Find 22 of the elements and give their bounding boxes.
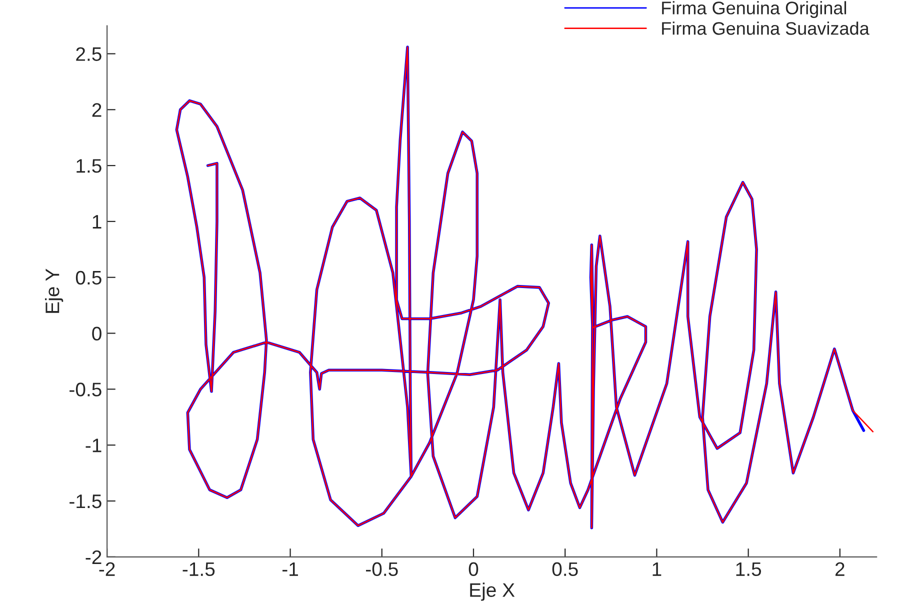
y-tick-label: -1 xyxy=(86,438,102,452)
y-tick-label: 0.5 xyxy=(76,270,102,285)
x-tick-label: 2 xyxy=(836,562,844,576)
y-tick-label: 2 xyxy=(92,103,102,117)
y-tick-label: 2.5 xyxy=(76,47,102,61)
y-tick-label: -0.5 xyxy=(70,382,102,396)
legend-label: Firma Genuina Suavizada xyxy=(662,22,870,35)
x-tick-label: 0 xyxy=(468,562,478,576)
x-tick-label: -0.5 xyxy=(366,562,398,576)
y-tick-label: -2 xyxy=(86,550,102,564)
x-tick-label: -1 xyxy=(282,562,298,576)
x-axis-title: Eje X xyxy=(470,582,515,601)
y-axis-title: Eje Y xyxy=(45,268,64,313)
x-tick-label: 0.5 xyxy=(552,562,578,576)
y-tick-label: 1 xyxy=(92,215,102,229)
x-tick-label: -1.5 xyxy=(182,562,215,576)
x-tick-label: 1 xyxy=(652,562,662,576)
y-tick-label: 1.5 xyxy=(76,159,102,173)
legend-label: Firma Genuina Original xyxy=(662,1,846,18)
y-tick-label: 0 xyxy=(92,326,102,341)
x-tick-label: 1.5 xyxy=(736,562,762,576)
y-tick-label: -1.5 xyxy=(70,494,102,508)
